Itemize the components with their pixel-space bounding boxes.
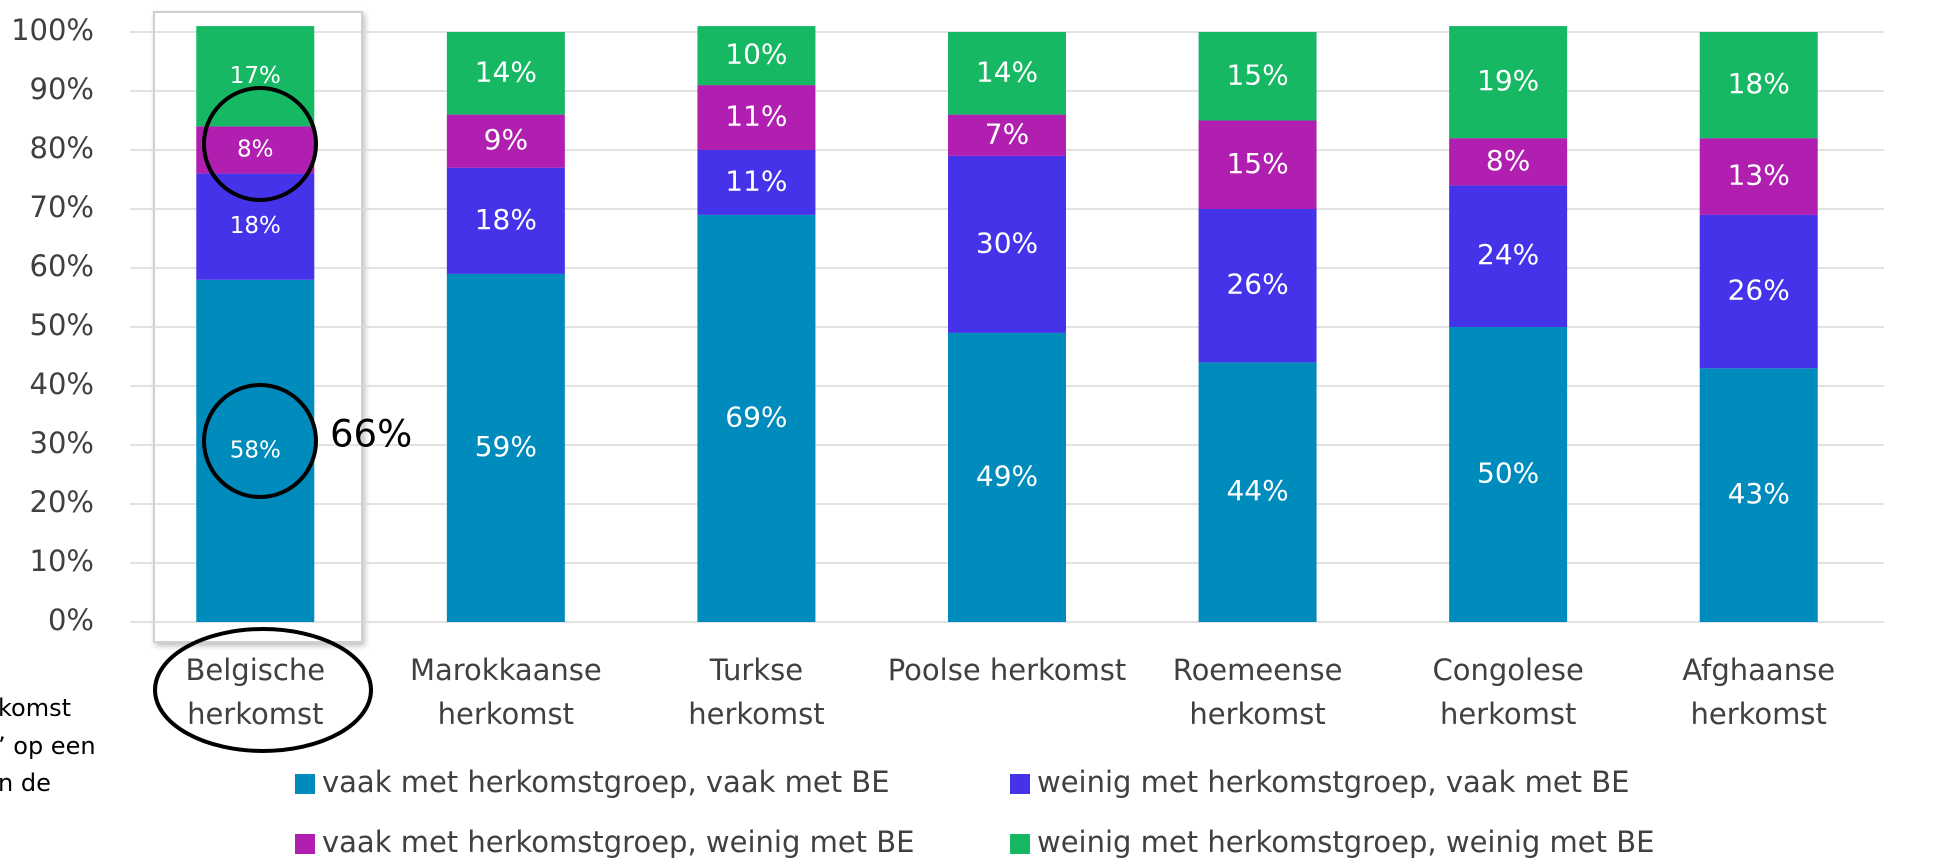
bar-segment bbox=[1198, 120, 1317, 209]
bar-segment bbox=[1449, 327, 1568, 622]
data-label: 26% bbox=[1226, 268, 1288, 301]
legend-swatch bbox=[1010, 834, 1030, 854]
bar-segment bbox=[1198, 32, 1317, 121]
data-label: 44% bbox=[1226, 474, 1288, 507]
legend-swatch bbox=[295, 834, 315, 854]
bar-segment bbox=[446, 32, 565, 115]
y-tick-label: 100% bbox=[11, 13, 94, 47]
highlight-ellipse bbox=[153, 627, 373, 753]
data-label: 49% bbox=[976, 459, 1038, 492]
data-label: 15% bbox=[1226, 147, 1288, 180]
bar-segment bbox=[948, 114, 1066, 156]
bar-segment bbox=[1198, 209, 1317, 363]
annotation: ’ op een bbox=[0, 732, 96, 760]
y-tick-label: 60% bbox=[30, 249, 94, 283]
bar-segment bbox=[196, 279, 315, 622]
data-label: 14% bbox=[475, 55, 537, 88]
y-tick-label: 10% bbox=[30, 544, 94, 578]
x-tick-label: Congolese herkomst bbox=[1432, 653, 1583, 731]
y-tick-label: 0% bbox=[48, 603, 94, 637]
data-label: 10% bbox=[725, 38, 787, 71]
bar-segment bbox=[1449, 26, 1568, 139]
bar-segment bbox=[1699, 138, 1818, 215]
bar-segment bbox=[1699, 214, 1818, 369]
data-label: 8% bbox=[237, 137, 274, 163]
data-label: 15% bbox=[1226, 58, 1288, 91]
data-label: 50% bbox=[1477, 457, 1539, 490]
legend-swatch bbox=[295, 774, 315, 794]
x-tick-label: Turkse herkomst bbox=[688, 653, 824, 731]
y-tick-label: 70% bbox=[30, 190, 94, 224]
bar-segment bbox=[948, 332, 1066, 622]
data-label: 26% bbox=[1728, 274, 1790, 307]
y-tick-label: 20% bbox=[30, 485, 94, 519]
y-tick-label: 40% bbox=[30, 367, 94, 401]
plot: 0% 10% 20% 30% 40% 50% 60% 70% 80% 90% 100% Belgisc… bbox=[11, 13, 1884, 859]
annotation: komst bbox=[0, 694, 71, 722]
x-tick-label: Belgische herkomst bbox=[186, 653, 326, 731]
bar-segment bbox=[1198, 362, 1317, 622]
annotation: n de bbox=[0, 769, 51, 797]
bar-segment bbox=[697, 26, 816, 86]
highlight-circle bbox=[202, 383, 318, 499]
y-tick-label: 90% bbox=[30, 72, 94, 106]
data-label: 14% bbox=[976, 55, 1038, 88]
data-label: 58% bbox=[230, 437, 281, 463]
data-label: 59% bbox=[475, 430, 537, 463]
data-label: 13% bbox=[1728, 159, 1790, 192]
legend-swatch bbox=[1010, 774, 1030, 794]
bar-segment bbox=[1699, 32, 1818, 139]
bar-segment bbox=[446, 167, 565, 274]
bar-segment bbox=[1449, 138, 1568, 186]
data-label: 11% bbox=[725, 100, 787, 133]
bar-segment bbox=[196, 126, 315, 174]
data-label: 69% bbox=[725, 400, 787, 433]
data-label: 24% bbox=[1477, 238, 1539, 271]
data-label: 18% bbox=[1728, 67, 1790, 100]
data-label: 7% bbox=[985, 117, 1029, 150]
data-label: 8% bbox=[1486, 144, 1530, 177]
highlight-circle bbox=[202, 86, 318, 202]
data-label: 18% bbox=[475, 203, 537, 236]
data-label: 17% bbox=[230, 63, 281, 89]
bar-segment bbox=[1449, 185, 1568, 327]
data-label: 30% bbox=[976, 226, 1038, 259]
data-label: 18% bbox=[230, 213, 281, 239]
x-tick-label: Roemeense herkomst bbox=[1173, 653, 1343, 731]
bar-segment bbox=[1699, 368, 1818, 622]
x-tick-label: Poolse herkomst bbox=[888, 653, 1127, 687]
data-label: 9% bbox=[484, 123, 528, 156]
legend-label: weinig met herkomstgroep, vaak met BE bbox=[1037, 765, 1629, 799]
bar-segment bbox=[697, 214, 816, 622]
bar-segment bbox=[446, 273, 565, 622]
bar-segment bbox=[948, 32, 1066, 115]
data-label: 19% bbox=[1477, 64, 1539, 97]
data-label: 43% bbox=[1728, 477, 1790, 510]
bar-segment bbox=[697, 150, 816, 215]
y-tick-label: 80% bbox=[30, 131, 94, 165]
bar-segment bbox=[948, 155, 1066, 333]
x-tick-label: Afghaanse herkomst bbox=[1682, 653, 1835, 731]
data-label: 11% bbox=[725, 164, 787, 197]
x-tick-label: Marokkaanse herkomst bbox=[410, 653, 602, 731]
legend-label: vaak met herkomstgroep, weinig met BE bbox=[322, 825, 914, 859]
y-tick-label: 30% bbox=[30, 426, 94, 460]
legend-label: vaak met herkomstgroep, vaak met BE bbox=[322, 765, 890, 799]
y-tick-label: 50% bbox=[30, 308, 94, 342]
legend-label: weinig met herkomstgroep, weinig met BE bbox=[1037, 825, 1654, 859]
annotation: 66% bbox=[330, 413, 412, 456]
bar-segment bbox=[446, 114, 565, 168]
bar-segment bbox=[196, 173, 315, 280]
bar-segment bbox=[697, 85, 816, 150]
